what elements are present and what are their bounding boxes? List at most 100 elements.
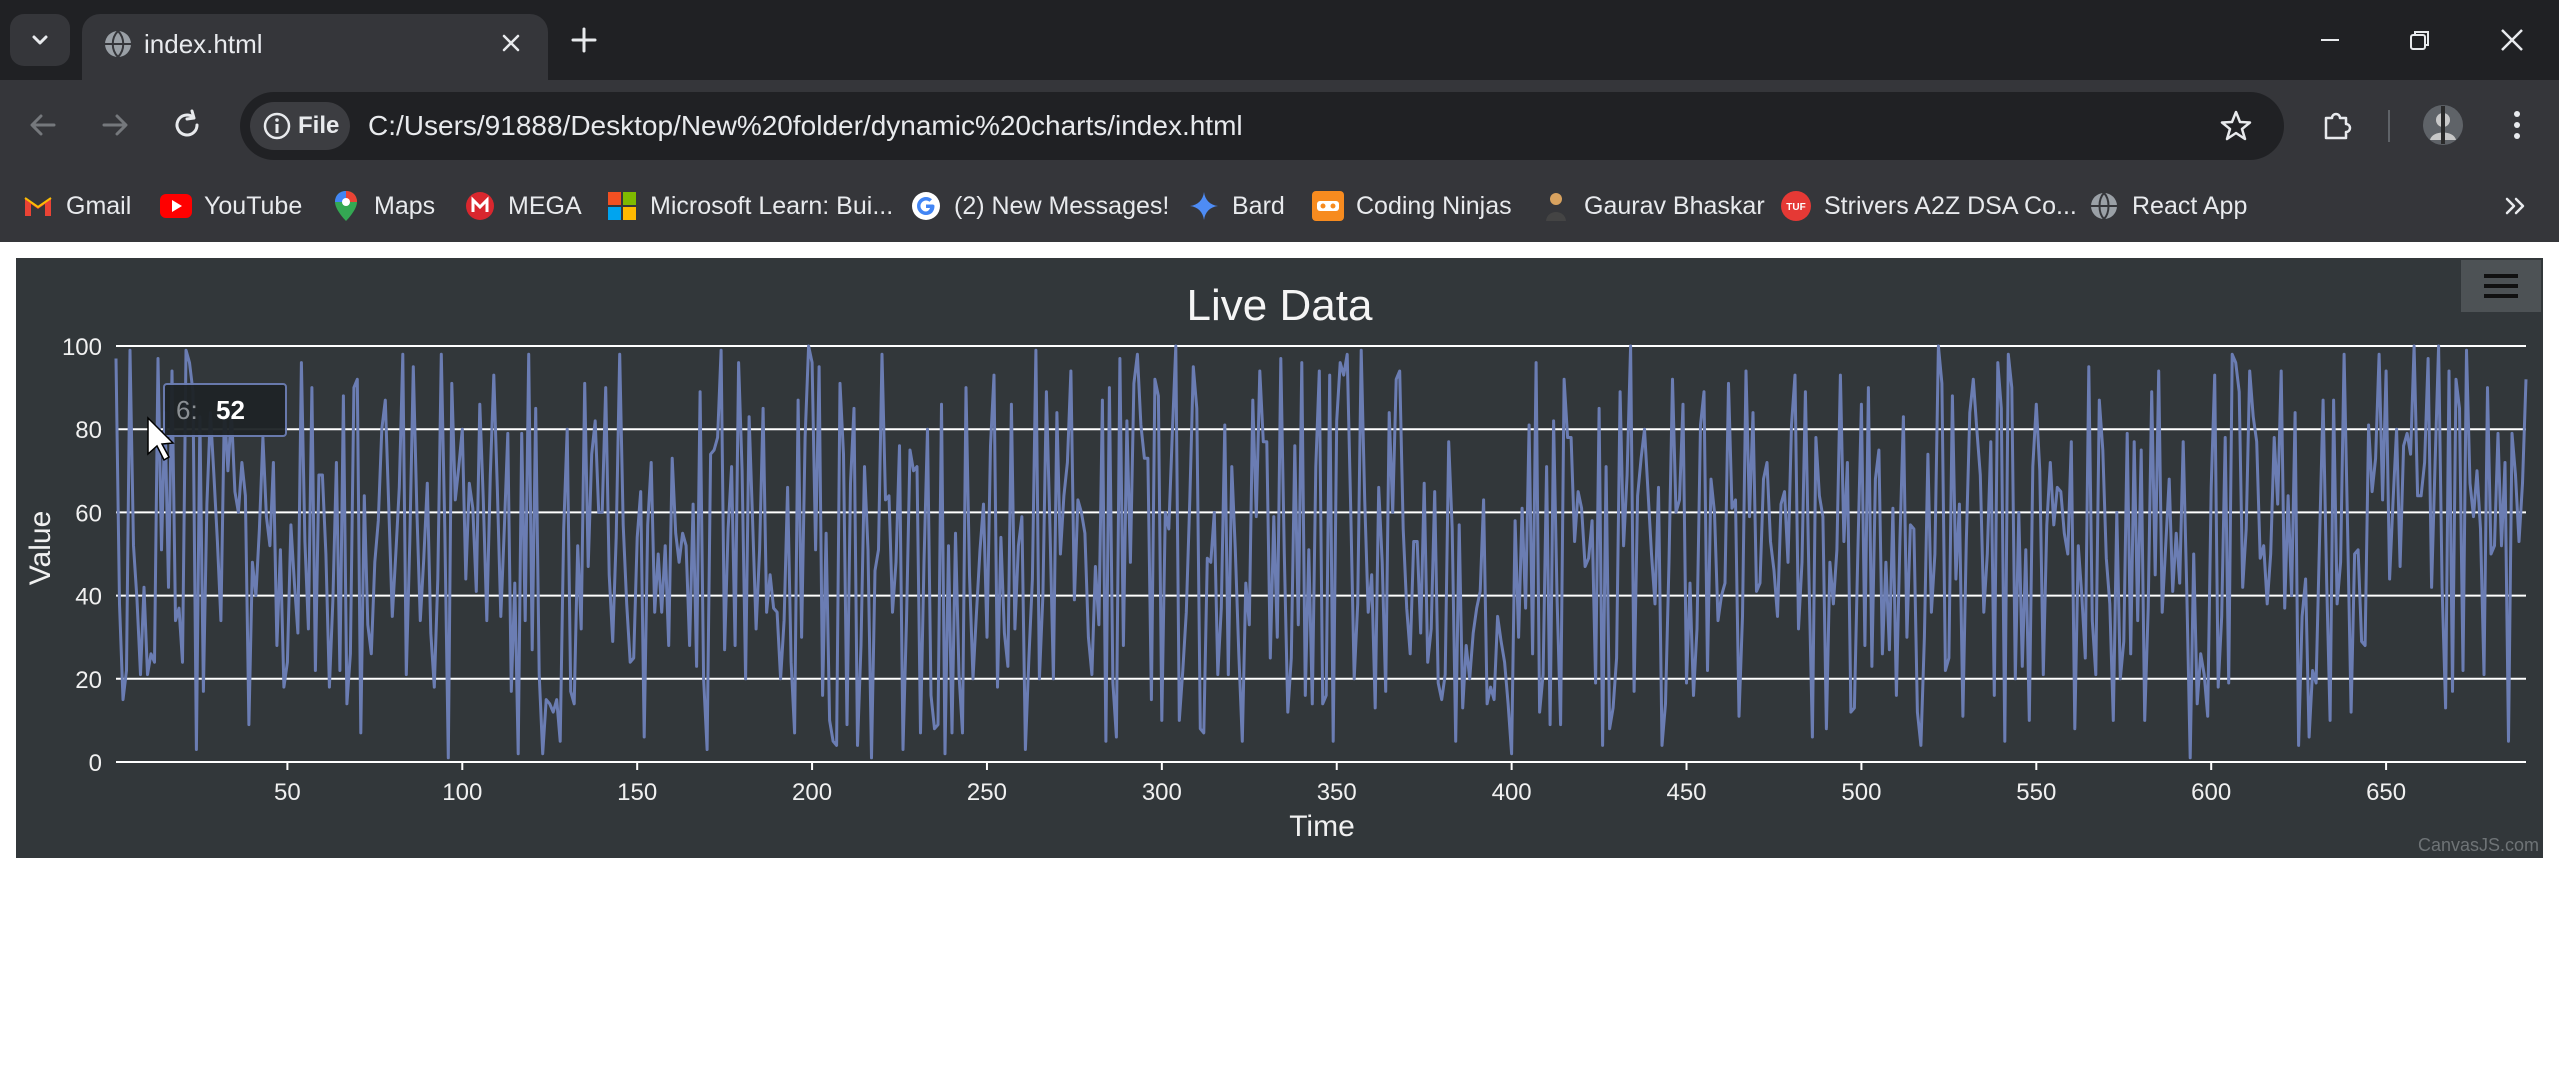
bookmark-maps[interactable]: Maps	[330, 184, 435, 228]
extensions-button[interactable]	[2312, 100, 2362, 150]
x-tick-label: 50	[274, 779, 301, 806]
mouse-cursor-icon	[147, 416, 175, 462]
chart-title: Live Data	[1186, 281, 1373, 330]
chart-menu-button[interactable]	[2461, 260, 2541, 312]
x-tick-label: 500	[1841, 779, 1881, 806]
bookmark-label: Gaurav Bhaskar	[1584, 191, 1765, 220]
series-line[interactable]	[114, 344, 2528, 760]
bookmark-label: Microsoft Learn: Bui...	[650, 191, 894, 220]
chevron-down-icon	[32, 35, 48, 45]
x-tick-label: 350	[1317, 779, 1357, 806]
x-tick-label: 200	[792, 779, 832, 806]
bookmark-mega[interactable]: MEGA	[464, 184, 582, 228]
avatar	[2423, 105, 2463, 145]
bookmark-new-messages[interactable]: (2) New Messages!	[910, 184, 1169, 228]
close-tab-button[interactable]	[494, 26, 528, 60]
bookmark-react-app[interactable]: React App	[2088, 184, 2247, 228]
reload-button[interactable]	[162, 100, 212, 150]
tab-bar: index.html	[0, 0, 2559, 80]
bookmarks-bar: Gmail YouTube Maps MEGA Microsoft Learn:…	[0, 172, 2559, 242]
close-icon	[2501, 29, 2523, 51]
hamburger-icon	[2484, 274, 2518, 298]
bookmark-label: Strivers A2Z DSA Co...	[1824, 191, 2077, 220]
restore-button[interactable]	[2400, 20, 2440, 60]
puzzle-icon	[2324, 112, 2352, 140]
bookmark-label: React App	[2132, 191, 2248, 220]
tooltip: 6: 52	[147, 383, 287, 462]
chart-container: Live Data 0 20 40 60 80 100 50 100 150 200 250 300 3…	[16, 258, 2543, 858]
google-icon	[910, 190, 942, 222]
active-tab[interactable]: index.html	[82, 14, 548, 80]
bard-icon	[1188, 190, 1220, 222]
bookmark-bard[interactable]: Bard	[1188, 184, 1285, 228]
back-button[interactable]	[18, 100, 68, 150]
arrow-right-icon	[102, 114, 128, 136]
bookmark-coding-ninjas[interactable]: Coding Ninjas	[1312, 184, 1512, 228]
restore-icon	[2410, 31, 2429, 50]
plus-icon	[571, 27, 597, 53]
minimize-icon	[2321, 39, 2339, 41]
more-bookmarks-button[interactable]	[2493, 184, 2537, 228]
y-tick-label: 60	[75, 500, 102, 527]
x-tick-label: 450	[1666, 779, 1706, 806]
new-tab-button[interactable]	[566, 22, 602, 58]
credit-watermark[interactable]: CanvasJS.com	[2417, 835, 2539, 855]
x-tick-label: 600	[2191, 779, 2231, 806]
site-info-chip[interactable]: File	[250, 102, 350, 150]
globe-icon	[105, 30, 131, 58]
bookmark-strivers[interactable]: TUF Strivers A2Z DSA Co...	[1780, 184, 2077, 228]
bookmark-youtube[interactable]: YouTube	[160, 184, 302, 228]
profile-button[interactable]	[2418, 100, 2468, 150]
toolbar-divider	[2388, 110, 2390, 142]
microsoft-icon	[606, 190, 638, 222]
tooltip-x-label: 6:	[176, 395, 198, 425]
more-vertical-icon	[2514, 111, 2520, 139]
browser-menu-button[interactable]	[2492, 100, 2542, 150]
url-text: C:/Users/91888/Desktop/New%20folder/dyna…	[368, 110, 1243, 141]
y-tick-label: 80	[75, 417, 102, 444]
bookmark-label: YouTube	[204, 191, 303, 220]
y-tick-label: 20	[75, 667, 102, 694]
forward-button[interactable]	[90, 100, 140, 150]
y-axis-title: Value	[24, 511, 57, 586]
bookmark-label: Bard	[1232, 191, 1285, 220]
reload-icon	[175, 109, 199, 137]
x-axis-title: Time	[1289, 810, 1355, 843]
youtube-icon	[160, 190, 192, 222]
close-icon	[502, 34, 520, 52]
bookmark-label: Maps	[374, 191, 436, 220]
minimize-button[interactable]	[2310, 20, 2350, 60]
bookmark-gmail[interactable]: Gmail	[22, 184, 131, 228]
svg-text:TUF: TUF	[1786, 202, 1805, 213]
y-tick-label: 40	[75, 584, 102, 611]
arrow-left-icon	[30, 114, 56, 136]
bookmark-microsoft-learn[interactable]: Microsoft Learn: Bui...	[606, 184, 893, 228]
bookmark-star-button[interactable]	[2216, 106, 2256, 146]
close-window-button[interactable]	[2492, 20, 2532, 60]
double-chevron-right-icon	[2505, 197, 2525, 215]
gmail-icon	[22, 190, 54, 222]
x-tick-label: 250	[967, 779, 1007, 806]
address-bar[interactable]: File C:/Users/91888/Desktop/New%20folder…	[240, 92, 2284, 160]
y-tick-label: 100	[62, 334, 102, 361]
x-tick-label: 100	[442, 779, 482, 806]
line-chart[interactable]: 0 20 40 60 80 100 50 100 150 200 250 300 350 400 450 50…	[16, 258, 2543, 858]
y-tick-label: 0	[89, 750, 102, 777]
browser-toolbar: File C:/Users/91888/Desktop/New%20folder…	[0, 80, 2559, 172]
x-tick-label: 150	[617, 779, 657, 806]
bookmark-label: MEGA	[508, 191, 582, 220]
globe-icon	[2088, 190, 2120, 222]
tuf-icon: TUF	[1780, 190, 1812, 222]
url-scheme-label: File	[298, 112, 340, 139]
tooltip-value: 52	[216, 395, 245, 425]
bookmark-label: Coding Ninjas	[1356, 191, 1512, 220]
tab-search-button[interactable]	[10, 14, 70, 66]
x-tick-label: 400	[1492, 779, 1532, 806]
tooltip-box	[163, 383, 287, 437]
person-icon	[1540, 190, 1572, 222]
info-icon	[263, 112, 291, 140]
bookmark-gaurav-bhaskar[interactable]: Gaurav Bhaskar	[1540, 184, 1765, 228]
data-series	[114, 344, 2528, 760]
x-tick-label: 650	[2366, 779, 2406, 806]
bookmark-label: (2) New Messages!	[954, 191, 1170, 220]
